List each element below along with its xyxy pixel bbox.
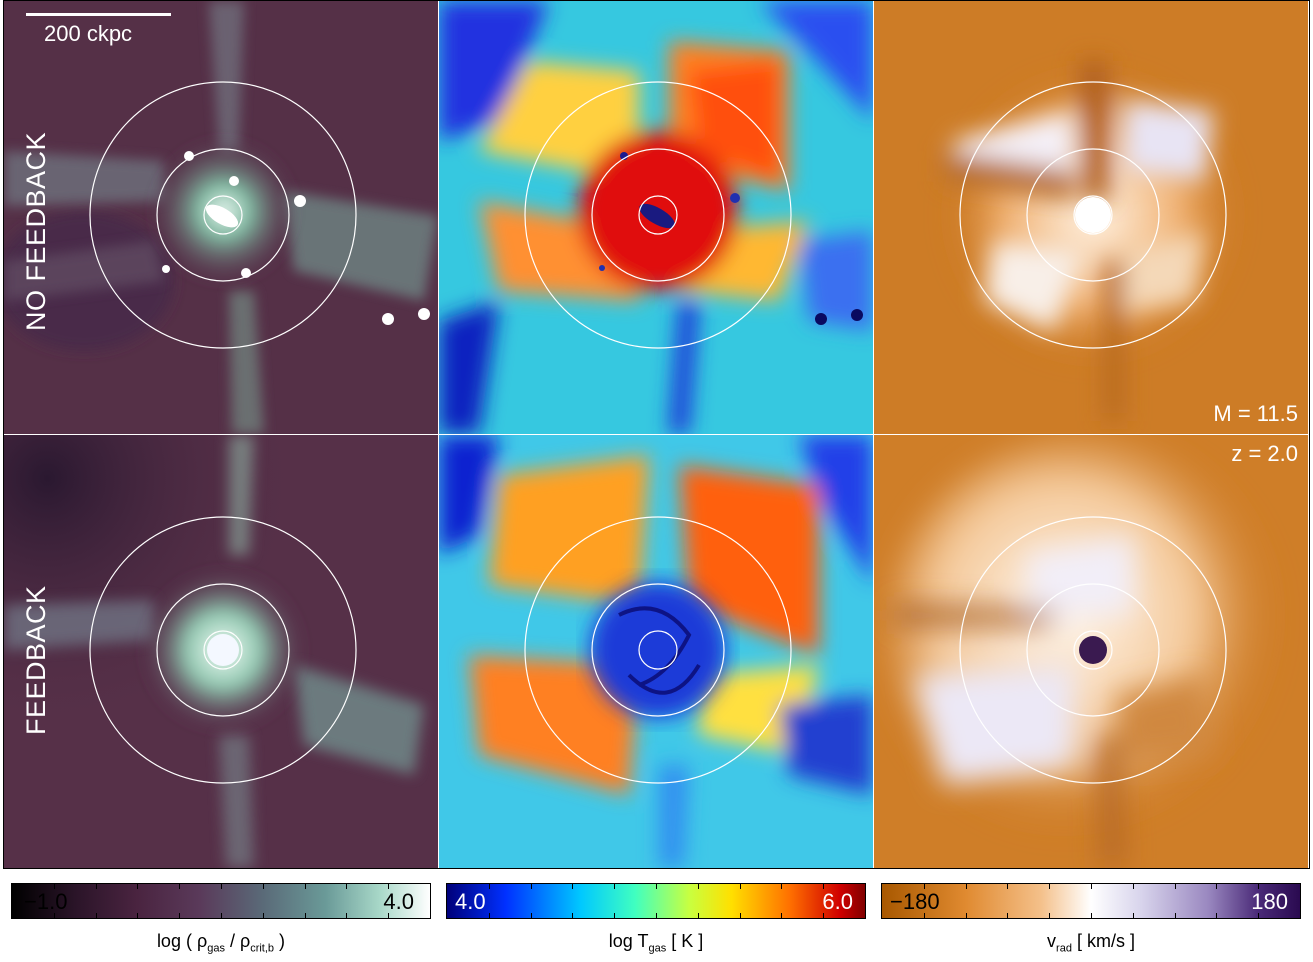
panel-vrad-nofeedback: M = 11.5 <box>874 1 1308 434</box>
colorbar-tick <box>1049 913 1051 918</box>
panel-temperature-feedback <box>439 435 873 868</box>
panel-vrad-feedback: z = 2.0 <box>874 435 1308 868</box>
scale-bar <box>26 13 171 16</box>
colorbar-vrad-min: −180 <box>890 889 940 914</box>
colorbar-tick <box>1007 913 1009 918</box>
colorbar-tick <box>1216 913 1218 918</box>
colorbar-tick <box>530 884 532 889</box>
colorbar-tick <box>923 884 925 889</box>
colorbar-tick <box>1174 913 1176 918</box>
colorbar-tick <box>656 913 657 918</box>
colorbar-density-max: 4.0 <box>383 889 414 914</box>
colorbar-tick <box>346 913 348 918</box>
colorbar-tick <box>346 884 348 889</box>
colorbar-tick <box>179 913 181 918</box>
colorbar-tick <box>1091 884 1092 889</box>
colorbar-tick <box>221 913 222 918</box>
colorbar-tick <box>781 884 783 889</box>
colorbar-tick <box>304 913 306 918</box>
redshift-annotation: z = 2.0 <box>1231 441 1298 466</box>
colorbar-tick <box>923 913 925 918</box>
colorbar-tick <box>1091 913 1092 918</box>
colorbar-tick <box>697 913 699 918</box>
colorbar-tick <box>572 884 574 889</box>
colorbar-temperature-min: 4.0 <box>455 889 486 914</box>
colorbar-tick <box>965 913 967 918</box>
colorbar-tick <box>781 913 783 918</box>
colorbar-tick <box>388 913 390 918</box>
colorbar-tick <box>53 884 55 889</box>
colorbar-tick <box>965 884 967 889</box>
panel-temperature-nofeedback <box>439 1 873 434</box>
colorbar-tick <box>388 884 390 889</box>
colorbar-tick <box>823 884 825 889</box>
colorbar-tick <box>488 884 490 889</box>
colorbar-temperature-label: log Tgas [ K ] <box>608 931 704 955</box>
colorbar-density-min: −1.0 <box>24 889 68 914</box>
colorbar-tick <box>1007 884 1009 889</box>
colorbar-tick <box>137 913 139 918</box>
colorbar-tick <box>614 884 616 889</box>
colorbar-tick <box>53 913 55 918</box>
colorbar-tick <box>1132 884 1134 889</box>
colorbar-tick <box>137 884 139 889</box>
colorbar-tick <box>572 913 574 918</box>
colorbar-vrad: −180 180 <box>881 883 1301 919</box>
colorbar-tick <box>304 884 306 889</box>
colorbar-tick <box>614 913 616 918</box>
panel-density-nofeedback: 200 ckpc NO FEEDBACK <box>4 1 438 434</box>
colorbar-temperature-max: 6.0 <box>822 889 853 914</box>
colorbar-tick <box>262 913 264 918</box>
colorbar-tick <box>1258 913 1260 918</box>
colorbar-tick <box>739 884 741 889</box>
colorbar-density-label: log ( ρgas / ρcrit,b ) <box>156 931 286 955</box>
colorbar-tick <box>1132 913 1134 918</box>
colorbar-tick <box>1216 884 1218 889</box>
colorbar-tick <box>823 913 825 918</box>
mass-annotation: M = 11.5 <box>1213 401 1298 426</box>
colorbar-density: −1.0 4.0 <box>11 883 431 919</box>
colorbar-tick <box>95 884 97 889</box>
colorbar-tick <box>1258 884 1260 889</box>
colorbar-tick <box>1174 884 1176 889</box>
colorbar-tick <box>221 884 222 889</box>
row-label-no-feedback: NO FEEDBACK <box>21 131 51 331</box>
colorbar-tick <box>530 913 532 918</box>
colorbar-vrad-label: vrad [ km/s ] <box>1047 931 1135 955</box>
colorbar-tick <box>739 913 741 918</box>
row-label-feedback: FEEDBACK <box>21 585 51 735</box>
colorbar-vrad-max: 180 <box>1251 889 1288 914</box>
colorbar-tick <box>488 913 490 918</box>
panel-density-feedback: FEEDBACK <box>4 435 438 868</box>
colorbar-tick <box>1049 884 1051 889</box>
colorbar-tick <box>179 884 181 889</box>
colorbar-temperature: 4.0 6.0 <box>446 883 866 919</box>
scale-bar-label: 200 ckpc <box>44 21 133 46</box>
colorbar-tick <box>262 884 264 889</box>
colorbar-tick <box>697 884 699 889</box>
colorbar-tick <box>656 884 657 889</box>
colorbar-tick <box>95 913 97 918</box>
